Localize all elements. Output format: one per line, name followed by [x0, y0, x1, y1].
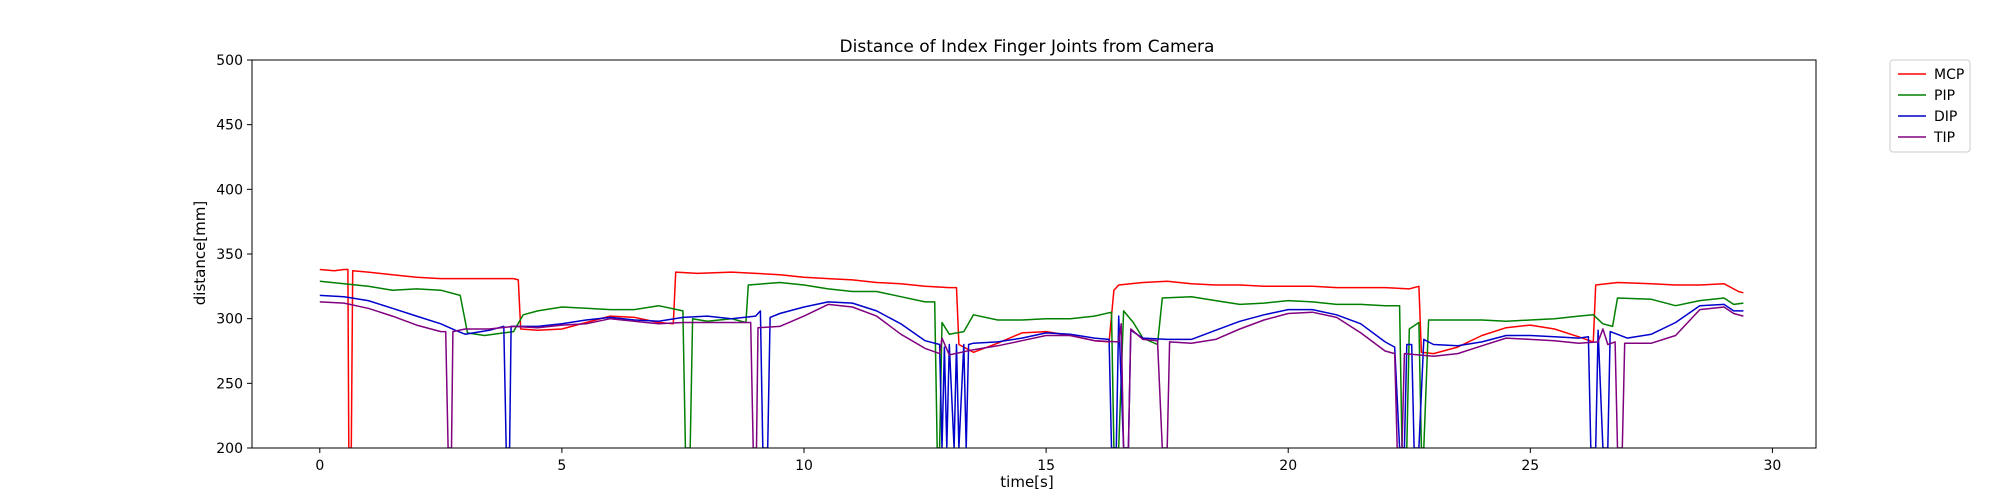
legend-label-tip: TIP: [1933, 130, 1955, 146]
y-tick-label: 250: [216, 376, 243, 392]
chart-title: Distance of Index Finger Joints from Cam…: [840, 37, 1215, 57]
y-axis-label: distance[mm]: [191, 201, 209, 306]
legend: MCP PIP DIP TIP: [1889, 59, 1971, 153]
x-tick-label: 0: [315, 458, 324, 474]
y-tick-label: 450: [216, 118, 243, 134]
series-line-pip: [319, 280, 1744, 448]
y-tick-label: 400: [216, 182, 243, 198]
legend-label-mcp: MCP: [1934, 67, 1964, 83]
series-line-dip: [319, 294, 1744, 448]
y-tick-label: 200: [216, 441, 243, 457]
series-line-tip: [319, 301, 1744, 448]
x-tick-label: 30: [1764, 458, 1782, 474]
x-tick-label: 10: [795, 458, 813, 474]
legend-label-pip: PIP: [1934, 88, 1955, 104]
x-tick-label: 20: [1279, 458, 1297, 474]
plot-area: [319, 268, 1744, 448]
x-tick-label: 15: [1037, 458, 1055, 474]
y-tick-label: 350: [216, 247, 243, 263]
series-line-mcp: [319, 268, 1744, 448]
y-tick-label: 500: [216, 53, 243, 69]
x-tick-label: 5: [557, 458, 566, 474]
plot-frame: [251, 59, 1817, 449]
axes: 0 5 10 15 20 25 30 200 250 300 350 400 450 500: [216, 53, 1817, 474]
legend-box: [1889, 59, 1971, 153]
x-axis-label: time[s]: [1000, 473, 1053, 491]
legend-label-dip: DIP: [1934, 109, 1957, 125]
y-tick-label: 300: [216, 312, 243, 328]
x-tick-label: 25: [1521, 458, 1539, 474]
